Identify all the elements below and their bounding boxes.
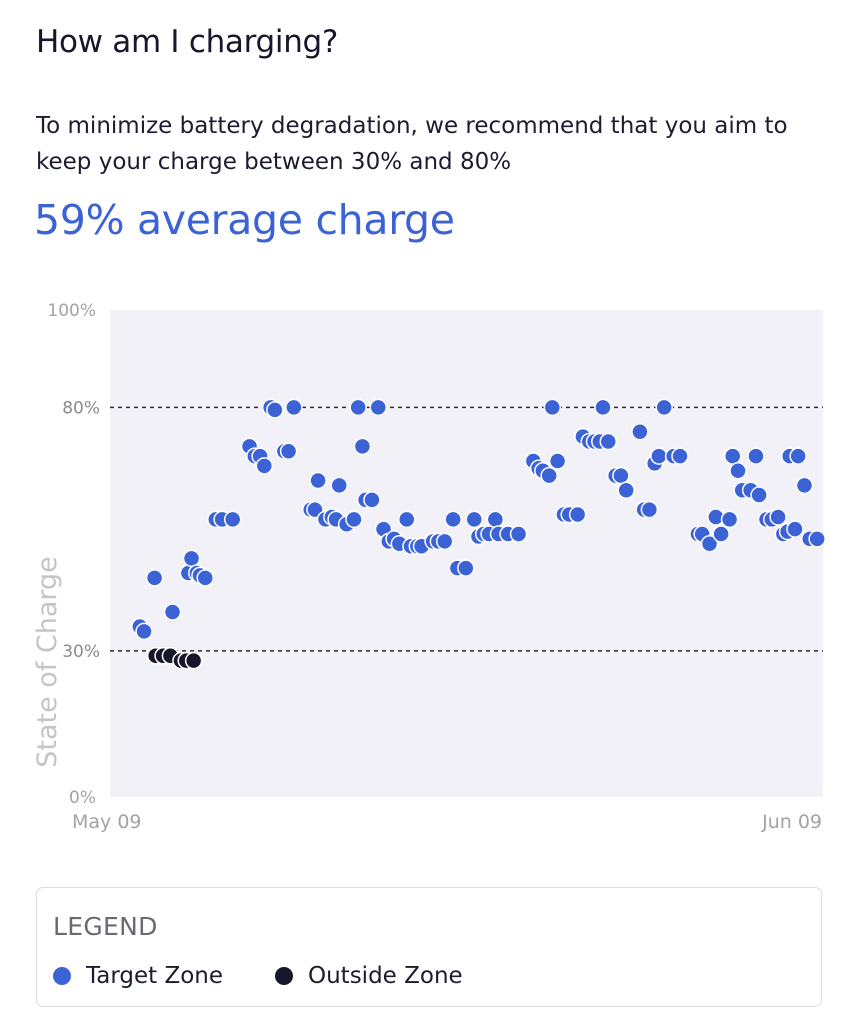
target-zone-point: [671, 447, 689, 465]
target-zone-point: [435, 532, 454, 551]
target-zone-point: [345, 510, 363, 529]
target-zone-point: [617, 481, 635, 499]
target-zone-point: [349, 398, 367, 417]
target-zone-point: [808, 530, 826, 548]
target-zone-point: [729, 461, 747, 480]
target-zone-point: [163, 603, 182, 621]
target-zone-point: [612, 466, 630, 485]
legend-item-target-zone: Target Zone: [53, 960, 223, 992]
legend-label: Target Zone: [86, 963, 224, 989]
target-zone-point: [457, 559, 475, 577]
target-zone-point: [769, 508, 787, 526]
target-zone-point: [135, 622, 153, 641]
target-zone-point: [750, 486, 768, 504]
target-zone-dot-icon: [53, 967, 71, 985]
page-title: How am I charging?: [36, 24, 339, 60]
target-zone-point: [568, 505, 587, 524]
target-zone-point: [540, 466, 558, 485]
target-zone-point: [786, 520, 804, 538]
plot-area: [110, 310, 823, 797]
target-zone-point: [655, 398, 673, 417]
target-zone-point: [182, 549, 201, 568]
target-zone-point: [723, 447, 742, 465]
outside-zone-point: [184, 651, 203, 670]
target-zone-point: [594, 398, 612, 417]
target-zone-point: [640, 500, 659, 519]
target-zone-point: [543, 398, 562, 417]
target-zone-point: [255, 457, 274, 475]
target-zone-point: [397, 510, 416, 529]
y-tick-label: 30%: [62, 642, 100, 662]
target-zone-point: [353, 437, 372, 456]
target-zone-point: [465, 510, 484, 529]
y-axis-label: State of Charge: [32, 556, 63, 768]
state-of-charge-chart: 100% 80% 30% 0% State of Charge May 09 J…: [32, 301, 826, 833]
target-zone-point: [309, 471, 327, 490]
target-zone-point: [285, 398, 303, 417]
legend: LEGEND Target Zone Outside Zone: [36, 887, 822, 1007]
x-tick-label: Jun 09: [761, 811, 822, 833]
target-zone-point: [720, 510, 739, 529]
target-zone-point: [444, 510, 462, 529]
target-zone-point: [650, 447, 668, 465]
target-zone-point: [548, 452, 567, 470]
target-zone-point: [279, 442, 298, 460]
legend-label: Outside Zone: [308, 963, 463, 989]
y-tick-label: 0%: [69, 788, 96, 808]
x-tick-label: May 09: [72, 811, 142, 833]
y-tick-label: 100%: [47, 301, 96, 321]
target-zone-point: [145, 569, 164, 587]
average-charge: 59% average charge: [34, 196, 455, 244]
recommendation-text: To minimize battery degradation, we reco…: [36, 113, 788, 175]
target-zone-point: [599, 432, 617, 451]
target-zone-point: [795, 476, 814, 495]
target-zone-point: [747, 447, 765, 465]
legend-title: LEGEND: [53, 912, 158, 941]
target-zone-point: [363, 491, 381, 509]
target-zone-point: [509, 525, 528, 543]
legend-item-outside-zone: Outside Zone: [275, 960, 463, 992]
target-zone-point: [789, 447, 807, 465]
target-zone-point: [330, 476, 348, 495]
target-zone-point: [712, 525, 730, 543]
target-zone-point: [700, 535, 719, 553]
target-zone-point: [266, 401, 284, 419]
data-points: [131, 398, 826, 670]
outside-zone-dot-icon: [275, 967, 293, 985]
target-zone-point: [486, 510, 505, 529]
target-zone-point: [196, 569, 214, 587]
target-zone-point: [631, 423, 649, 441]
target-zone-point: [223, 510, 242, 529]
target-zone-point: [369, 398, 388, 417]
y-tick-label: 80%: [62, 398, 100, 418]
